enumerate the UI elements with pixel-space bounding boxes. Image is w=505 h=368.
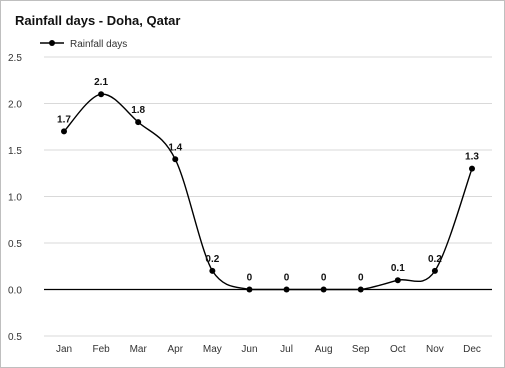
data-point [283,286,290,293]
data-label: 1.7 [57,114,71,125]
data-label: 2.1 [94,77,108,88]
y-tick-label: 1.5 [8,146,22,157]
series-rainfall-days [61,91,475,293]
data-point [172,156,179,163]
y-tick-label: 0.0 [8,286,22,297]
x-tick-label: May [203,344,222,355]
data-point [61,128,67,135]
data-label: 1.3 [465,152,479,163]
data-label: 1.8 [131,105,145,116]
data-point [246,286,253,293]
data-labels: 1.7 2.1 1.8 1.4 0.2 0 0 0 0 0.1 0.2 1.3 [57,77,479,283]
x-tick-label: Nov [426,344,444,355]
x-tick-label: Sep [352,344,370,355]
x-tick-label: Mar [130,344,148,355]
x-tick-label: Dec [463,344,481,355]
y-tick-label: 2.5 [8,53,22,64]
y-tick-label: 0.5 [8,332,22,343]
data-label: 0 [321,273,327,284]
x-tick-label: Jun [241,344,257,355]
y-tick-label: 0.5 [8,239,22,250]
data-label: 0 [358,273,364,284]
data-point [394,277,401,284]
legend-label: Rainfall days [70,39,127,50]
data-point [98,91,105,98]
y-axis-ticks: 2.5 2.0 1.5 1.0 0.5 0.0 0.5 [8,53,22,343]
legend-marker-swatch [49,40,55,46]
data-label: 0.2 [428,254,442,265]
data-label: 0 [247,273,253,284]
x-tick-label: Feb [92,344,110,355]
legend: Rainfall days [40,39,127,50]
x-tick-label: Oct [390,344,406,355]
y-tick-label: 2.0 [8,100,22,111]
data-label: 1.4 [168,142,182,153]
data-label: 0.1 [391,263,405,274]
data-label: 0 [284,273,290,284]
data-point [469,165,475,172]
x-axis-ticks: Jan Feb Mar Apr May Jun Jul Aug Sep Oct Nov Dec [56,344,481,355]
x-tick-label: Jul [280,344,293,355]
data-point [209,267,216,274]
chart-title: Rainfall days - Doha, Qatar [15,13,180,28]
data-point [431,267,438,274]
data-point [357,286,364,293]
data-label: 0.2 [205,254,219,265]
y-tick-label: 1.0 [8,193,22,204]
x-tick-label: Apr [167,344,183,355]
data-point [135,119,142,126]
x-tick-label: Aug [315,344,333,355]
data-point [320,286,327,293]
x-tick-label: Jan [56,344,72,355]
